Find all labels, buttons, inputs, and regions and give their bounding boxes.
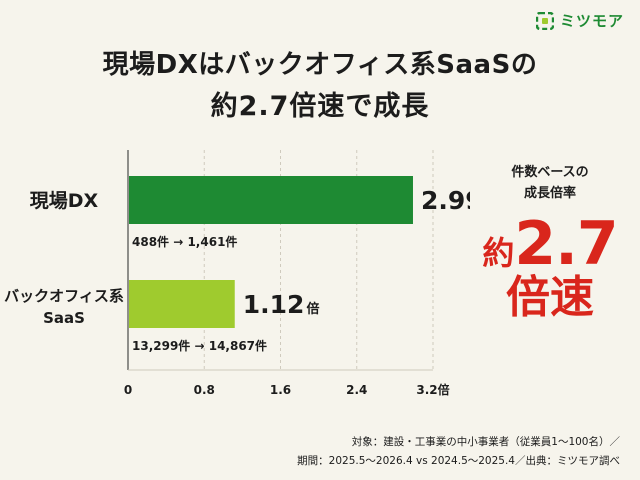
category-label: 現場DX bbox=[30, 190, 99, 212]
callout-value: 2.7 bbox=[514, 209, 618, 279]
footnote-line-2: 期間：2025.5〜2026.4 vs 2024.5〜2025.4／出典：ミツモ… bbox=[297, 455, 620, 467]
callout-caption-line-1: 件数ベースの bbox=[511, 165, 589, 180]
callout-caption-line-2: 成長倍率 bbox=[523, 186, 576, 201]
brand-logo: ミツモア bbox=[535, 10, 624, 31]
value-label: 2.99倍 bbox=[421, 186, 470, 215]
title-line-2: 約2.7倍速で成長 bbox=[210, 91, 430, 122]
value-unit: 倍 bbox=[306, 301, 319, 317]
value-label: 1.12 倍 bbox=[243, 290, 320, 319]
x-tick-label: 2.4 bbox=[346, 383, 367, 397]
brand-name: ミツモア bbox=[559, 12, 624, 30]
count-label: 13,299件 → 14,867件 bbox=[132, 338, 267, 353]
growth-callout: 件数ベースの 成長倍率 約2.7 倍速 bbox=[470, 162, 630, 320]
callout-suffix: 倍速 bbox=[506, 272, 594, 323]
count-label: 488件 → 1,461件 bbox=[132, 234, 237, 249]
category-label: SaaS bbox=[43, 309, 85, 327]
bar-chart: 0 0.8 1.6 2.4 3.2倍 2.99倍 488件 → 1,461件 現場DX 1.12… bbox=[4, 150, 470, 397]
bar bbox=[129, 176, 413, 224]
mitsumoa-logo-icon bbox=[535, 11, 554, 30]
x-tick-label: 1.6 bbox=[270, 383, 291, 397]
footnote-line-1: 対象：建設・工事業の中小事業者（従業員1〜100名）／ bbox=[351, 436, 620, 448]
category-label: バックオフィス系 bbox=[4, 287, 124, 305]
x-tick-label: 0 bbox=[124, 383, 132, 397]
callout-multiplier: 約2.7 倍速 bbox=[470, 214, 630, 320]
title-line-1: 現場DXはバックオフィス系SaaSの bbox=[102, 50, 538, 80]
callout-prefix: 約 bbox=[482, 234, 515, 272]
x-tick-label: 3.2倍 bbox=[416, 382, 449, 397]
x-tick-label: 0.8 bbox=[194, 383, 215, 397]
bar bbox=[129, 280, 235, 328]
